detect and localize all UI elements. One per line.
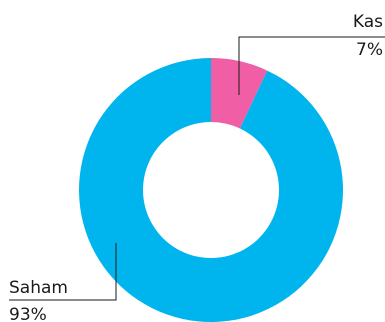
chart-slices: [79, 58, 343, 322]
slice-value-saham: 93%: [9, 305, 47, 322]
slice-value-kas: 7%: [356, 40, 383, 60]
leader-line-saham: [9, 243, 117, 301]
leader-line-kas: [238, 36, 385, 95]
slice-saham: [79, 58, 343, 322]
slice-label-kas: Kas: [353, 12, 383, 32]
slice-label-saham: Saham: [9, 278, 68, 298]
